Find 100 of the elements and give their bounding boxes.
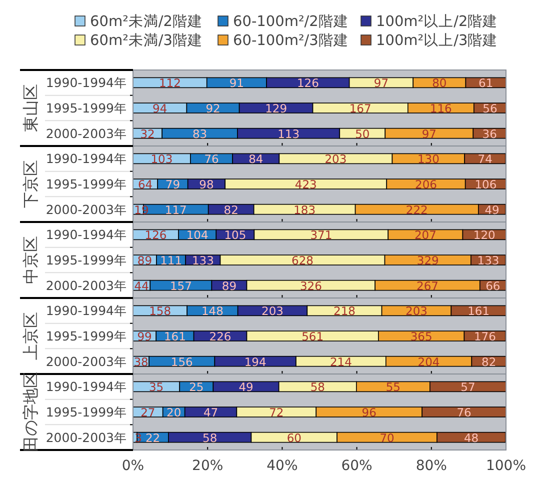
annotation: 371 — [310, 228, 332, 242]
y-tick-label: 2000-2003年 — [46, 430, 127, 445]
y-tick-label: 2000-2003年 — [46, 354, 127, 369]
annotation: 22 — [145, 430, 160, 445]
annotation: 35 — [148, 380, 164, 394]
annotation: 79 — [165, 178, 180, 192]
annotation: 47 — [203, 406, 218, 420]
annotation: 329 — [416, 254, 439, 268]
annotation: 27 — [140, 406, 156, 420]
annotation: 55 — [386, 380, 400, 394]
annotation: 206 — [415, 178, 437, 192]
annotation: 49 — [484, 202, 500, 217]
annotation: 112 — [158, 76, 181, 90]
annotation: 628 — [292, 254, 314, 268]
annotation: 226 — [209, 330, 232, 344]
text: 東山区 — [21, 84, 40, 132]
annotation: 25 — [189, 380, 204, 394]
annotation: 97 — [374, 76, 389, 90]
y-tick-label: 1990-1994年 — [46, 227, 127, 242]
y-tick-label: 2000-2003年 — [46, 278, 127, 293]
annotation: 176 — [474, 330, 496, 344]
annotation: 156 — [170, 354, 193, 369]
annotation: 89 — [137, 254, 152, 268]
annotation: 76 — [204, 152, 219, 166]
x-tick-label: 20% — [192, 458, 224, 474]
annotation: 222 — [406, 202, 428, 217]
y-tick-label: 1990-1994年 — [46, 75, 127, 90]
annotation: 84 — [248, 152, 264, 166]
annotation: 82 — [482, 354, 496, 369]
annotation: 60 — [286, 430, 302, 445]
annotation: 161 — [164, 330, 186, 344]
annotation: 204 — [418, 354, 440, 369]
annotation: 167 — [349, 102, 372, 116]
annotation: 57 — [460, 380, 476, 394]
annotation: 104 — [186, 228, 208, 242]
legend-label: 60-100m²/2階建 — [233, 13, 348, 30]
text: 田の字地区 — [21, 372, 40, 452]
annotation: 92 — [206, 102, 220, 116]
annotation: 49 — [238, 380, 254, 394]
y-tick-label: 1995-1999年 — [46, 100, 127, 116]
y-tick-label: 1995-1999年 — [46, 252, 127, 268]
annotation: 61 — [478, 76, 494, 90]
annotation: 80 — [432, 76, 447, 90]
x-tick-label: 100% — [486, 458, 526, 474]
annotation: 44 — [134, 278, 149, 293]
legend-label: 60m²未満/2階建 — [90, 13, 202, 30]
x-tick-label: 80% — [416, 458, 447, 474]
annotation: 214 — [330, 354, 352, 369]
annotation: 158 — [149, 304, 172, 318]
annotation: 103 — [150, 152, 173, 166]
annotation: 83 — [192, 126, 208, 141]
annotation: 70 — [380, 430, 394, 445]
annotation: 423 — [294, 178, 317, 192]
annotation: 133 — [477, 254, 500, 268]
annotation: 98 — [199, 178, 214, 192]
annotation: 91 — [229, 76, 244, 90]
y-tick-label: 1990-1994年 — [46, 151, 127, 166]
annotation: 117 — [164, 202, 187, 217]
annotation: 130 — [417, 152, 440, 166]
annotation: 94 — [152, 102, 168, 116]
legend-label: 60-100m²/3階建 — [233, 32, 348, 49]
annotation: 38 — [134, 354, 148, 369]
annotation: 50 — [355, 126, 370, 141]
text: 上京区 — [21, 312, 40, 360]
annotation: 82 — [224, 202, 238, 217]
x-tick-label: 40% — [266, 458, 298, 474]
x-tick-label: 0% — [122, 458, 144, 474]
annotation: 157 — [170, 278, 192, 293]
y-tick-label: 1995-1999年 — [46, 176, 127, 192]
annotation: 203 — [406, 304, 428, 318]
annotation: 56 — [482, 102, 498, 116]
annotation: 133 — [192, 254, 214, 268]
legend-label: 100m²以上/3階建 — [376, 32, 498, 49]
annotation: 74 — [478, 152, 492, 166]
annotation: 365 — [410, 330, 432, 344]
annotation: 97 — [422, 126, 436, 141]
annotation: 113 — [278, 126, 300, 141]
annotation: 116 — [430, 102, 452, 116]
annotation: 161 — [468, 304, 490, 318]
annotation: 126 — [296, 76, 319, 90]
annotation: 36 — [482, 126, 497, 141]
annotation: 48 — [464, 430, 479, 445]
annotation: 203 — [262, 304, 284, 318]
y-tick-label: 2000-2003年 — [46, 126, 127, 141]
annotation: 76 — [456, 406, 472, 420]
y-tick-label: 1995-1999年 — [46, 328, 127, 344]
annotation: 32 — [140, 126, 155, 141]
legend-label: 100m²以上/2階建 — [376, 13, 498, 30]
annotation: 267 — [416, 278, 438, 293]
y-tick-label: 1990-1994年 — [46, 379, 127, 394]
annotation: 72 — [269, 406, 284, 420]
annotation: 148 — [201, 304, 224, 318]
annotation: 89 — [222, 278, 237, 293]
annotation: 207 — [414, 228, 436, 242]
annotation: 126 — [144, 228, 167, 242]
annotation: 20 — [166, 406, 182, 420]
text: 下京区 — [21, 160, 40, 208]
annotation: 561 — [302, 330, 324, 344]
annotation: 120 — [473, 228, 496, 242]
x-tick-label: 60% — [341, 458, 372, 474]
